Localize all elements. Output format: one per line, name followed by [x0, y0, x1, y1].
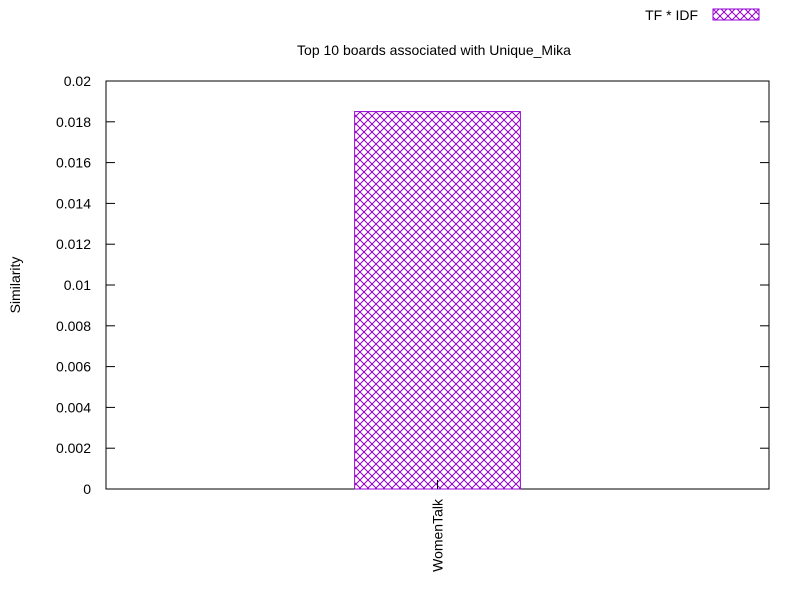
y-tick-label: 0.012 — [56, 236, 91, 252]
y-tick-label: 0.02 — [64, 73, 91, 89]
y-tick-label: 0.002 — [56, 440, 91, 456]
y-tick-label: 0.018 — [56, 114, 91, 130]
y-tick-label: 0.016 — [56, 155, 91, 171]
y-tick-label: 0.004 — [56, 399, 91, 415]
legend: TF * IDF — [645, 7, 760, 23]
y-axis-label: Similarity — [7, 257, 23, 314]
chart-title: Top 10 boards associated with Unique_Mik… — [297, 42, 571, 58]
y-tick-label: 0.014 — [56, 195, 91, 211]
legend-swatch — [712, 8, 760, 21]
y-tick-label: 0.008 — [56, 318, 91, 334]
x-tick-label: WomenTalk — [430, 498, 446, 572]
y-tick-label: 0.006 — [56, 359, 91, 375]
y-tick-label: 0.01 — [64, 277, 91, 293]
legend-label: TF * IDF — [645, 7, 698, 23]
bar-womentalk — [354, 111, 521, 490]
y-tick-label: 0 — [83, 481, 91, 497]
